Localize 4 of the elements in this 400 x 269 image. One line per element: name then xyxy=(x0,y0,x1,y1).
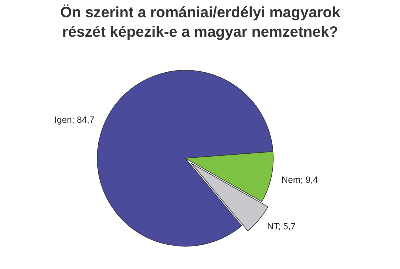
slice-label: NT; 5,7 xyxy=(267,222,296,232)
chart-title: Ön szerint a romániai/erdélyi magyarok részét képezik-e a magyar nemzetnek? xyxy=(60,4,342,42)
slice-label: Igen; 84,7 xyxy=(54,115,95,126)
slice-label: Nem; 9,4 xyxy=(282,174,318,185)
